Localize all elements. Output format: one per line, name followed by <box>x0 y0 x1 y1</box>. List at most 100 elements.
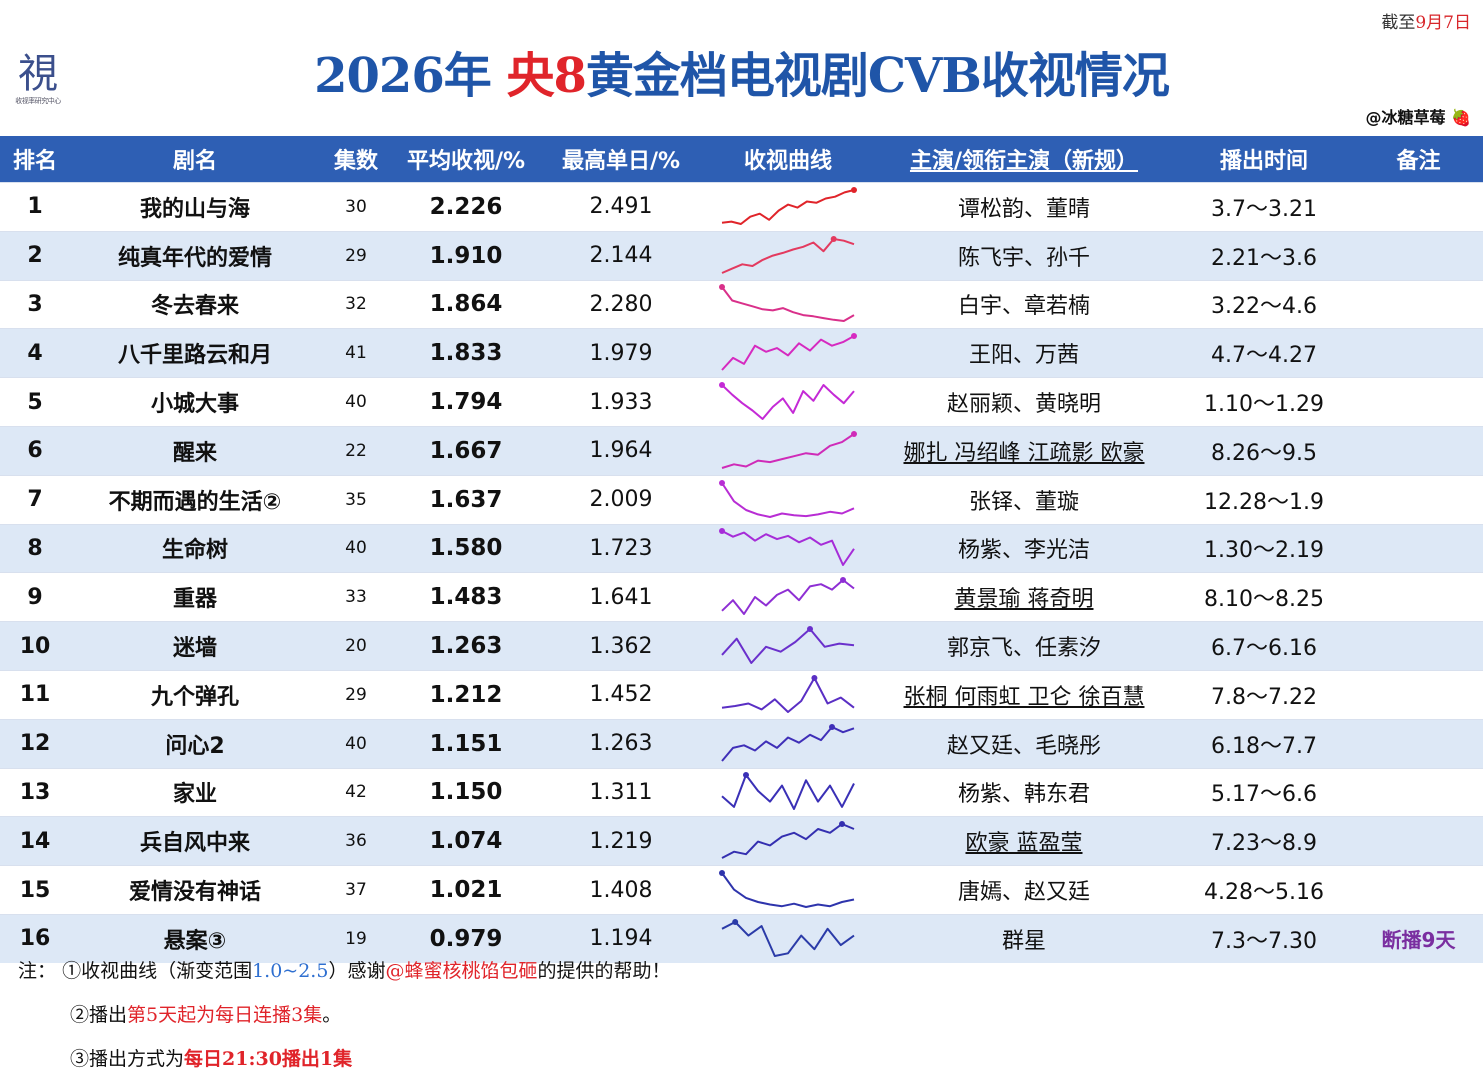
sparkline-peak-point <box>719 382 725 389</box>
cell-name: 纯真年代的爱情 <box>70 230 320 281</box>
sparkline-series <box>721 872 855 909</box>
cell-avg: 2.226 <box>392 182 540 232</box>
note1-thanks: @蜂蜜核桃馅包砸 <box>385 960 538 982</box>
sparkline-series <box>721 286 855 323</box>
cell-curve <box>702 621 874 671</box>
sparkline-chart <box>721 821 855 860</box>
header-time: 播出时间 <box>1174 136 1354 183</box>
sparkline-chart <box>719 870 855 909</box>
sparkline-chart <box>721 186 857 225</box>
table-row: 1 我的山与海 30 2.226 2.491 谭松韵、董晴 3.7～3.21 <box>0 182 1483 232</box>
title-channel: 央8 <box>506 48 586 104</box>
cell-eps: 29 <box>320 230 392 281</box>
table-row: 12 问心2 40 1.151 1.263 赵又廷、毛晓彤 6.18～7.7 <box>0 718 1483 769</box>
cell-peak: 1.263 <box>540 718 702 769</box>
cell-avg: 1.864 <box>392 279 540 329</box>
cell-name: 爱情没有神话 <box>70 865 320 915</box>
sparkline-peak-point <box>851 186 857 193</box>
header-note: 备注 <box>1354 136 1483 183</box>
sparkline-peak-point <box>732 918 739 925</box>
cell-avg: 1.580 <box>392 523 540 573</box>
strawberry-icon: 🍓 <box>1451 108 1471 127</box>
cell-rank: 13 <box>0 767 70 817</box>
sparkline-series <box>721 628 855 665</box>
cell-cast: 郭京飞、任素汐 <box>874 621 1174 671</box>
cell-time: 6.7～6.16 <box>1174 621 1354 671</box>
cell-note <box>1354 425 1483 476</box>
cell-name: 小城大事 <box>70 377 320 427</box>
cell-avg: 1.151 <box>392 718 540 769</box>
cell-rank: 8 <box>0 523 70 573</box>
cell-note <box>1354 718 1483 769</box>
header-avg: 平均收视/% <box>392 136 540 183</box>
cell-avg: 1.637 <box>392 474 540 525</box>
cell-curve <box>702 913 874 963</box>
cell-cast: 黄景瑜 蒋奇明 <box>874 572 1174 622</box>
sparkline-chart <box>721 235 855 274</box>
cell-note <box>1354 669 1483 720</box>
sparkline-peak-point <box>811 674 818 681</box>
cell-cast: 杨紫、李光洁 <box>874 523 1174 573</box>
sparkline-chart <box>719 479 855 518</box>
as-of-value: 9月7日 <box>1415 13 1471 33</box>
notes-label: 注： <box>18 960 57 982</box>
footnote-3: ③播出方式为每日21:30播出1集 <box>18 1044 670 1088</box>
cell-name: 问心2 <box>70 718 320 769</box>
header-peak: 最高单日/% <box>540 136 702 183</box>
cell-avg: 1.021 <box>392 865 540 915</box>
cell-rank: 1 <box>0 182 70 232</box>
brand-logo: 視 收视率研究中心 <box>10 52 66 118</box>
sparkline-peak-point <box>719 479 725 486</box>
sparkline-peak-point <box>719 870 725 877</box>
cell-note <box>1354 230 1483 281</box>
note1-a: ①收视曲线（渐变范围 <box>62 960 253 982</box>
cell-curve <box>702 474 874 525</box>
table-row: 5 小城大事 40 1.794 1.933 赵丽颖、黄晓明 1.10～1.29 <box>0 377 1483 427</box>
cell-peak: 1.408 <box>540 865 702 915</box>
sparkline-series <box>721 335 855 371</box>
footnote-1: 注： ①收视曲线（渐变范围1.0~2.5）感谢@蜂蜜核桃馅包砸的提供的帮助！ <box>18 956 670 1000</box>
cell-rank: 3 <box>0 279 70 329</box>
cell-note <box>1354 621 1483 671</box>
sparkline-series <box>721 530 855 567</box>
cell-time: 12.28～1.9 <box>1174 474 1354 525</box>
cell-avg: 1.263 <box>392 621 540 671</box>
sparkline-peak-point <box>719 528 725 535</box>
header-eps: 集数 <box>320 136 392 183</box>
sparkline-series <box>721 676 855 713</box>
note3-a: ③播出方式为 <box>70 1048 185 1070</box>
cell-name: 生命树 <box>70 523 320 573</box>
note1-c: 的提供的帮助！ <box>537 960 671 982</box>
sparkline-chart <box>721 772 855 811</box>
sparkline-series <box>721 725 855 762</box>
sparkline-chart <box>719 284 855 323</box>
ratings-table: 排名 剧名 集数 平均收视/% 最高单日/% 收视曲线 主演/领衔主演（新规） … <box>0 136 1483 963</box>
table-header: 排名 剧名 集数 平均收视/% 最高单日/% 收视曲线 主演/领衔主演（新规） … <box>0 136 1483 183</box>
cell-peak: 1.311 <box>540 767 702 817</box>
cell-eps: 36 <box>320 816 392 866</box>
cell-curve <box>702 425 874 476</box>
cell-cast: 王阳、万茜 <box>874 328 1174 378</box>
cell-rank: 11 <box>0 669 70 720</box>
sparkline-peak-point <box>807 626 813 633</box>
cell-rank: 9 <box>0 572 70 622</box>
header-cast-label: 主演/领衔主演（新规） <box>909 149 1139 174</box>
cell-time: 1.30～2.19 <box>1174 523 1354 573</box>
cell-eps: 42 <box>320 767 392 817</box>
cell-note <box>1354 816 1483 866</box>
cell-rank: 15 <box>0 865 70 915</box>
cell-note <box>1354 523 1483 573</box>
cell-time: 2.21～3.6 <box>1174 230 1354 281</box>
sparkline-peak-point <box>840 577 846 584</box>
cell-peak: 1.641 <box>540 572 702 622</box>
cell-time: 8.26～9.5 <box>1174 425 1354 476</box>
table-row: 10 迷墙 20 1.263 1.362 郭京飞、任素汐 6.7～6.16 <box>0 621 1483 671</box>
cell-name: 重器 <box>70 572 320 622</box>
cell-peak: 2.144 <box>540 230 702 281</box>
sparkline-chart <box>719 382 855 421</box>
cell-avg: 1.074 <box>392 816 540 866</box>
cell-eps: 29 <box>320 669 392 720</box>
sparkline-chart <box>721 430 857 469</box>
cell-name: 兵自风中来 <box>70 816 320 866</box>
cell-time: 7.8～7.22 <box>1174 669 1354 720</box>
